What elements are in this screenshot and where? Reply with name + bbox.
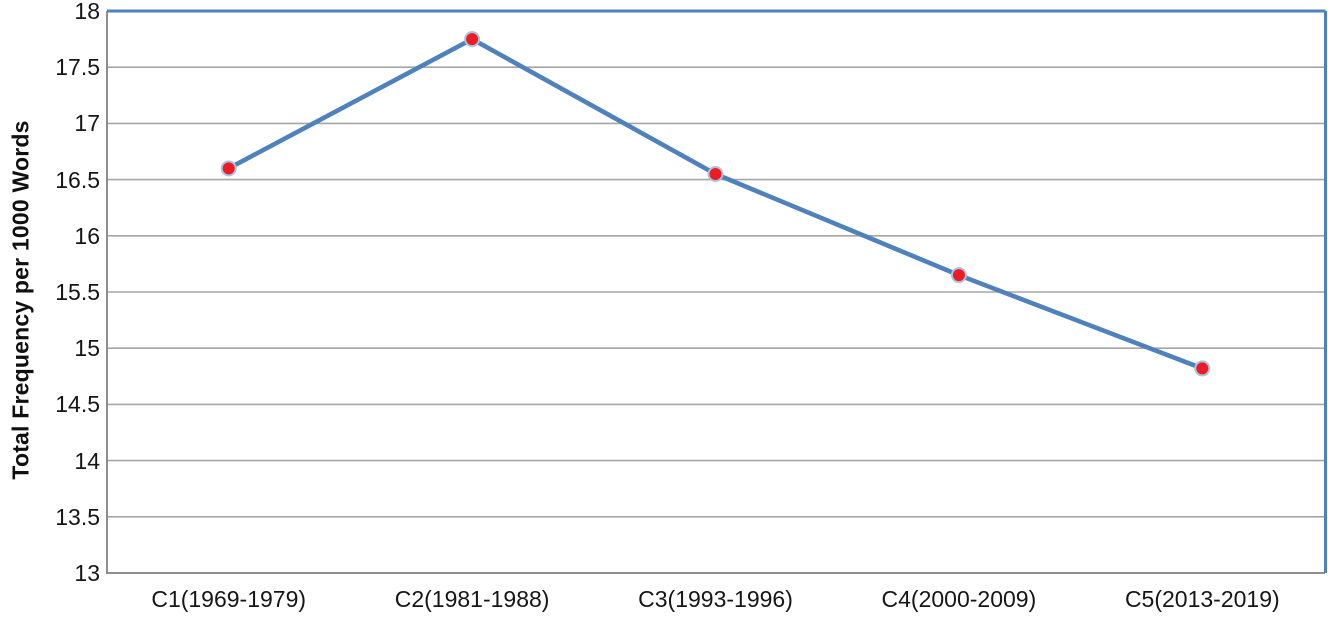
data-point-marker (707, 165, 724, 182)
x-axis-label: C1(1969-1979) (151, 586, 307, 612)
series-line (226, 36, 1205, 371)
y-tick-label: 14 (74, 447, 100, 474)
y-tick-label: 13.5 (55, 503, 100, 530)
y-tick-label: 17.5 (55, 54, 100, 81)
y-tick-label: 14.5 (55, 391, 100, 418)
y-tick-label: 18 (74, 0, 100, 24)
x-axis-label: C3(1993-1996) (638, 586, 793, 612)
y-tick-label: 15 (74, 335, 100, 362)
x-axis-label: C5(2013-2019) (1124, 586, 1280, 612)
data-point-marker (464, 31, 481, 48)
data-point-marker (950, 267, 967, 284)
y-tick-label: 15.5 (55, 279, 100, 305)
y-tick-label: 17 (74, 110, 100, 137)
x-axis-label: C4(2000-2009) (881, 586, 1037, 612)
y-tick-label: 16 (74, 222, 100, 249)
y-tick-label: 16.5 (55, 166, 100, 193)
x-axis-label: C2(1981-1988) (394, 586, 550, 612)
data-point-marker (220, 160, 237, 177)
data-point-marker (1194, 360, 1211, 377)
y-tick-label: 13 (74, 560, 100, 586)
